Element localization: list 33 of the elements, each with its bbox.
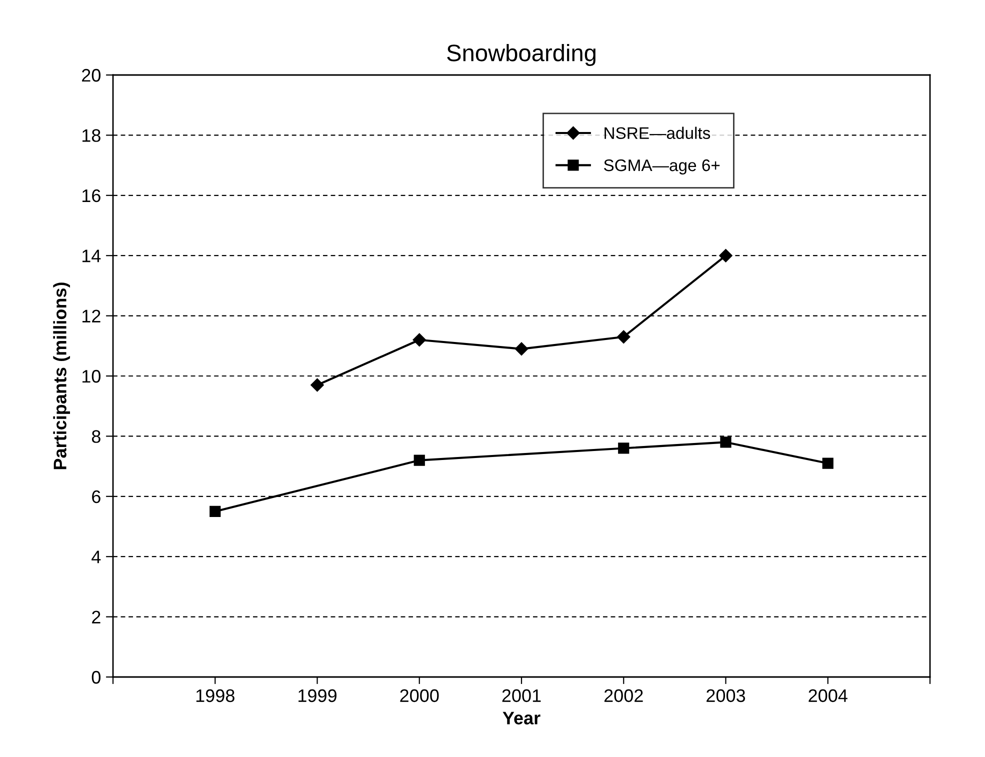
- point: [310, 378, 324, 392]
- point: [210, 506, 221, 518]
- y-tick-label: 12: [82, 310, 100, 322]
- point: [514, 342, 528, 356]
- y-axis-title: Participants (millions): [53, 282, 70, 470]
- x-tick-label: 1999: [298, 689, 336, 702]
- point: [822, 458, 834, 469]
- x-axis-title: Year: [502, 712, 540, 724]
- chart-title: Snowboarding: [447, 44, 596, 66]
- y-tick-label: 8: [92, 430, 100, 443]
- y-tick-label: 10: [82, 370, 100, 383]
- point: [412, 333, 426, 346]
- y-tick-label: 0: [92, 670, 100, 684]
- x-tick-label: 1998: [196, 689, 234, 702]
- y-tick-label: 20: [82, 68, 100, 82]
- point: [720, 436, 732, 448]
- legend-label: NSRE—adults: [604, 126, 710, 140]
- y-tick-label: 18: [82, 129, 100, 142]
- y-tick-label: 14: [82, 250, 101, 262]
- y-tick-label: 2: [92, 610, 100, 624]
- y-tick-label: 6: [92, 490, 100, 504]
- point: [719, 249, 732, 262]
- x-tick-label: 2004: [808, 689, 848, 702]
- y-tick-label: 4: [92, 550, 101, 564]
- y-tick-label: 16: [82, 189, 100, 202]
- x-tick-label: 2002: [604, 689, 643, 702]
- x-tick-label: 2000: [400, 689, 439, 702]
- legend-label: SGMA—age 6+: [604, 159, 720, 175]
- point: [617, 330, 630, 344]
- point: [618, 442, 630, 454]
- x-tick-label: 2001: [502, 689, 541, 702]
- x-tick-label: 2003: [706, 689, 746, 702]
- point: [414, 454, 425, 466]
